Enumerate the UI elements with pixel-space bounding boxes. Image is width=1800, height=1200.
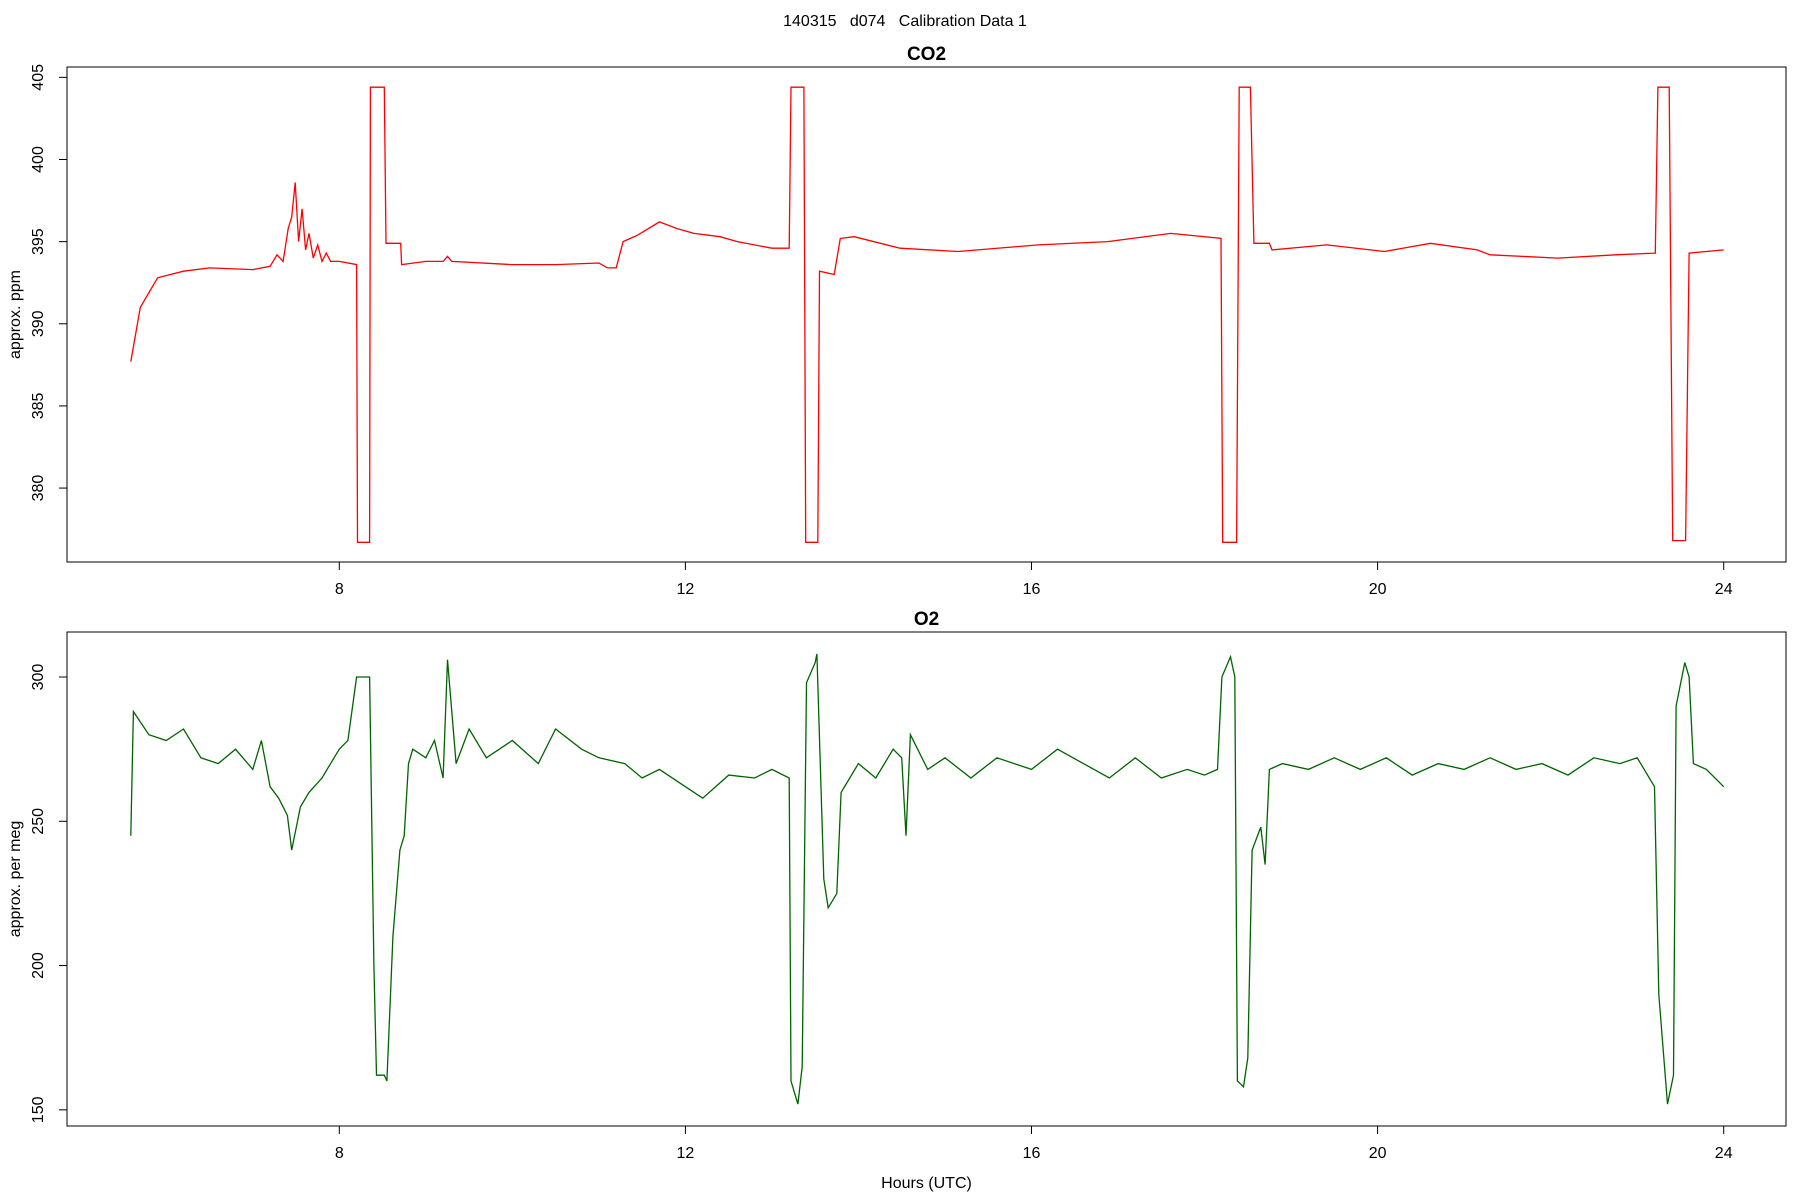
data-line [130,653,1725,1105]
x-tick-label: 12 [676,1145,694,1162]
y-tick-label: 380 [30,475,47,502]
x-tick-label: 24 [1715,1145,1733,1162]
page-title: 140315 d074 Calibration Data 1 [783,13,1027,30]
panel-title: O2 [914,609,939,630]
y-tick-label: 390 [30,310,47,337]
plot-frame [66,631,1787,1127]
x-tick-label: 16 [1023,581,1041,598]
y-axis-label: approx. per meg [7,821,24,938]
x-tick-label: 20 [1369,1145,1387,1162]
y-tick-label: 400 [30,146,47,173]
y-tick-label: 150 [30,1096,47,1123]
x-axis-label: Hours (UTC) [881,1175,972,1192]
x-tick-label: 8 [335,581,344,598]
y-tick-label: 200 [30,952,47,979]
x-tick-label: 12 [676,581,694,598]
y-tick-label: 385 [30,392,47,419]
x-tick-label: 24 [1715,581,1733,598]
y-tick-label: 405 [30,64,47,91]
plot-frame [66,66,1787,563]
y-axis-label: approx. ppm [7,270,24,359]
y-tick-label: 300 [30,664,47,691]
panel-title: CO2 [907,44,946,65]
data-line [130,86,1724,543]
y-tick-label: 395 [30,228,47,255]
x-tick-label: 16 [1023,1145,1041,1162]
y-tick-label: 250 [30,808,47,835]
x-tick-label: 20 [1369,581,1387,598]
x-tick-label: 8 [335,1145,344,1162]
